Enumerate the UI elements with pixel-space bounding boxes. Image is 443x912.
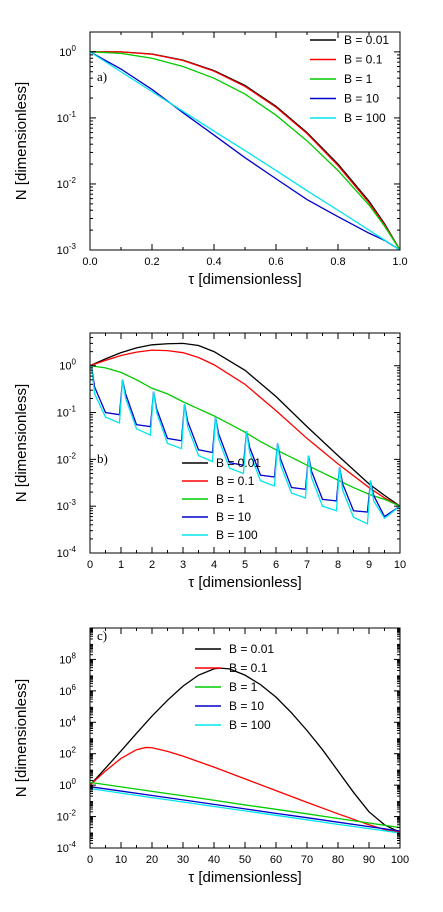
series-line-0 (90, 667, 400, 833)
x-tick-label: 20 (146, 854, 158, 866)
x-tick-label: 3 (180, 559, 186, 571)
legend-label: B = 10 (229, 699, 264, 713)
panel-0: 0.0 0.2 0.4 0.6 0.8 1.0 10-3 10-2 10-1 100 τ [dime… (13, 31, 408, 288)
legend-label: B = 1 (229, 680, 258, 694)
x-tick-label: 0.2 (144, 256, 159, 268)
x-tick-label: 7 (304, 559, 310, 571)
series-group (90, 342, 400, 525)
x-tick-label: 80 (332, 854, 344, 866)
panel-label: b) (97, 451, 108, 466)
x-tick-label: 90 (363, 854, 375, 866)
x-tick-label: 5 (242, 559, 248, 571)
x-tick-label: 10 (394, 559, 406, 571)
x-axis-title: τ [dimensionless] (188, 869, 301, 886)
y-axis-title: N [dimensionless] (13, 384, 30, 502)
y-tick-label: 108 (59, 651, 76, 666)
series-line-4 (90, 51, 400, 250)
x-tick-label: 60 (270, 854, 282, 866)
series-line-1 (90, 51, 400, 250)
legend-label: B = 10 (344, 92, 379, 106)
x-tick-label: 0 (87, 559, 93, 571)
y-tick-label: 100 (59, 44, 76, 59)
series-line-3 (90, 51, 400, 250)
x-tick-label: 6 (273, 559, 279, 571)
x-tick-label: 100 (391, 854, 409, 866)
y-tick-label: 10-2 (57, 451, 77, 466)
legend: B = 0.01 B = 0.1 B = 1 B = 10 B = 100 (310, 33, 389, 125)
x-tick-label: 30 (177, 854, 189, 866)
legend-label: B = 0.01 (229, 642, 274, 656)
legend-label: B = 0.01 (216, 456, 261, 470)
series-line-2 (90, 365, 400, 507)
legend-label: B = 10 (216, 510, 251, 524)
legend-label: B = 0.1 (216, 474, 255, 488)
series-line-3 (90, 365, 400, 518)
x-tick-label: 0 (87, 854, 93, 866)
y-axis-title: N [dimensionless] (13, 679, 30, 797)
y-tick-label: 10-4 (57, 545, 77, 560)
y-tick-label: 100 (59, 777, 76, 792)
series-line-2 (90, 51, 400, 250)
legend: B = 0.01 B = 0.1 B = 1 B = 10 B = 100 (182, 456, 261, 542)
y-tick-label: 10-2 (57, 176, 77, 191)
legend-label: B = 100 (216, 528, 258, 542)
x-tick-label: 0.0 (82, 256, 97, 268)
series-line-0 (90, 342, 400, 507)
legend: B = 0.01 B = 0.1 B = 1 B = 10 B = 100 (195, 642, 274, 732)
y-tick-label: 10-1 (57, 110, 77, 125)
y-tick-label: 10-1 (57, 405, 77, 420)
legend-label: B = 0.1 (344, 53, 383, 67)
series-line-1 (90, 349, 400, 507)
y-axis-title: N [dimensionless] (13, 82, 30, 200)
x-tick-label: 4 (211, 559, 217, 571)
x-axis-title: τ [dimensionless] (188, 574, 301, 591)
panel-label: c) (97, 628, 107, 643)
y-tick-label: 100 (59, 358, 76, 373)
series-line-4 (90, 365, 400, 525)
y-tick-label: 106 (59, 683, 76, 698)
x-tick-label: 10 (115, 854, 127, 866)
panel-1: 0 1 2 3 4 5 6 7 8 9 10 10-4 10-3 10-2 10-1 100 τ [dimens… (13, 332, 406, 591)
x-tick-label: 0.8 (330, 256, 345, 268)
series-line-4 (90, 787, 400, 834)
x-axis-title: τ [dimensionless] (188, 271, 301, 288)
series-group (90, 667, 400, 834)
y-tick-label: 104 (59, 714, 76, 729)
x-tick-label: 50 (239, 854, 251, 866)
panel-2: 0 10 20 30 40 50 60 70 80 90 100 10-4 10-2 100 102 104 1… (13, 627, 409, 886)
y-tick-label: 10-3 (57, 242, 77, 257)
legend-label: B = 1 (344, 72, 373, 86)
legend-label: B = 100 (229, 718, 271, 732)
x-tick-label: 0.6 (268, 256, 283, 268)
legend-label: B = 0.01 (344, 33, 389, 47)
x-tick-label: 2 (149, 559, 155, 571)
x-tick-label: 0.4 (206, 256, 221, 268)
x-tick-label: 70 (301, 854, 313, 866)
x-tick-label: 9 (366, 559, 372, 571)
y-tick-label: 10-2 (57, 809, 77, 824)
legend-label: B = 0.1 (229, 661, 268, 675)
series-line-3 (90, 786, 400, 832)
series-line-1 (90, 746, 400, 833)
y-tick-label: 10-4 (57, 840, 77, 855)
x-tick-label: 1.0 (392, 256, 407, 268)
legend-label: B = 1 (216, 492, 245, 506)
legend-label: B = 100 (344, 111, 386, 125)
x-tick-label: 8 (335, 559, 341, 571)
y-tick-label: 10-3 (57, 498, 77, 513)
series-line-2 (90, 781, 400, 829)
series-group (90, 51, 400, 250)
x-tick-label: 1 (118, 559, 124, 571)
x-tick-label: 40 (208, 854, 220, 866)
y-tick-label: 102 (59, 746, 76, 761)
panel-label: a) (97, 69, 107, 84)
